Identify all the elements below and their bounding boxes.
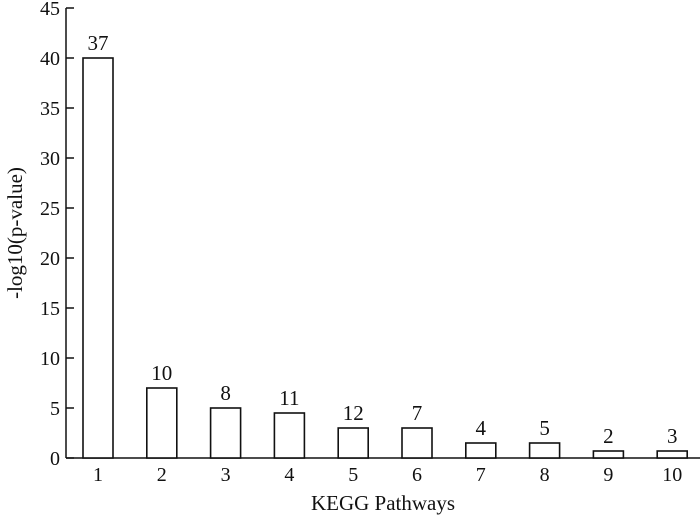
- y-tick-label: 5: [50, 398, 60, 420]
- bar-data-label: 7: [412, 401, 423, 425]
- bar-labels: 37 10 8 11 12 7 4 5 2 3: [88, 31, 678, 448]
- x-tick-label: 9: [603, 464, 613, 486]
- bar: [146, 387, 178, 459]
- bar-data-label: 2: [603, 424, 614, 448]
- bar: [337, 427, 370, 459]
- bar-data-label: 11: [279, 386, 299, 410]
- y-axis: 0 5 10 15 20 25 30 35 40 45: [40, 0, 74, 470]
- y-tick-label: 0: [50, 448, 60, 470]
- y-tick-label: 20: [40, 248, 60, 270]
- bar-data-label: 12: [343, 401, 364, 425]
- bar: [592, 450, 625, 459]
- x-tick-label: 4: [284, 464, 294, 486]
- x-tick-label: 3: [221, 464, 231, 486]
- y-tick-label: 30: [40, 148, 60, 170]
- bar: [656, 450, 689, 459]
- y-axis-title: -log10(p-value): [3, 167, 27, 299]
- bar-data-label: 3: [667, 424, 678, 448]
- bar: [401, 427, 433, 459]
- bar: [528, 442, 561, 459]
- bar-data-label: 4: [476, 416, 487, 440]
- y-tick-label: 25: [40, 198, 60, 220]
- y-tick-label: 40: [40, 48, 60, 70]
- bar: [209, 407, 242, 459]
- x-tick-label: 8: [540, 464, 550, 486]
- y-tick-label: 10: [40, 348, 60, 370]
- x-axis-title: KEGG Pathways: [311, 491, 455, 515]
- bar-data-label: 10: [151, 361, 172, 385]
- x-tick-label: 2: [157, 464, 167, 486]
- x-tick-label: 1: [93, 464, 103, 486]
- x-tick-label: 10: [662, 464, 682, 486]
- x-tick-label: 6: [412, 464, 422, 486]
- x-tick-label: 5: [348, 464, 358, 486]
- bar-data-label: 8: [220, 381, 231, 405]
- bar: [273, 412, 306, 459]
- bars: [82, 57, 689, 459]
- bar: [464, 442, 497, 459]
- y-tick-label: 45: [40, 0, 60, 20]
- x-tick-label: 7: [476, 464, 486, 486]
- bar-data-label: 5: [539, 416, 550, 440]
- y-tick-label: 35: [40, 98, 60, 120]
- bar-data-label: 37: [88, 31, 109, 55]
- y-tick-label: 15: [40, 298, 60, 320]
- bar: [82, 57, 114, 459]
